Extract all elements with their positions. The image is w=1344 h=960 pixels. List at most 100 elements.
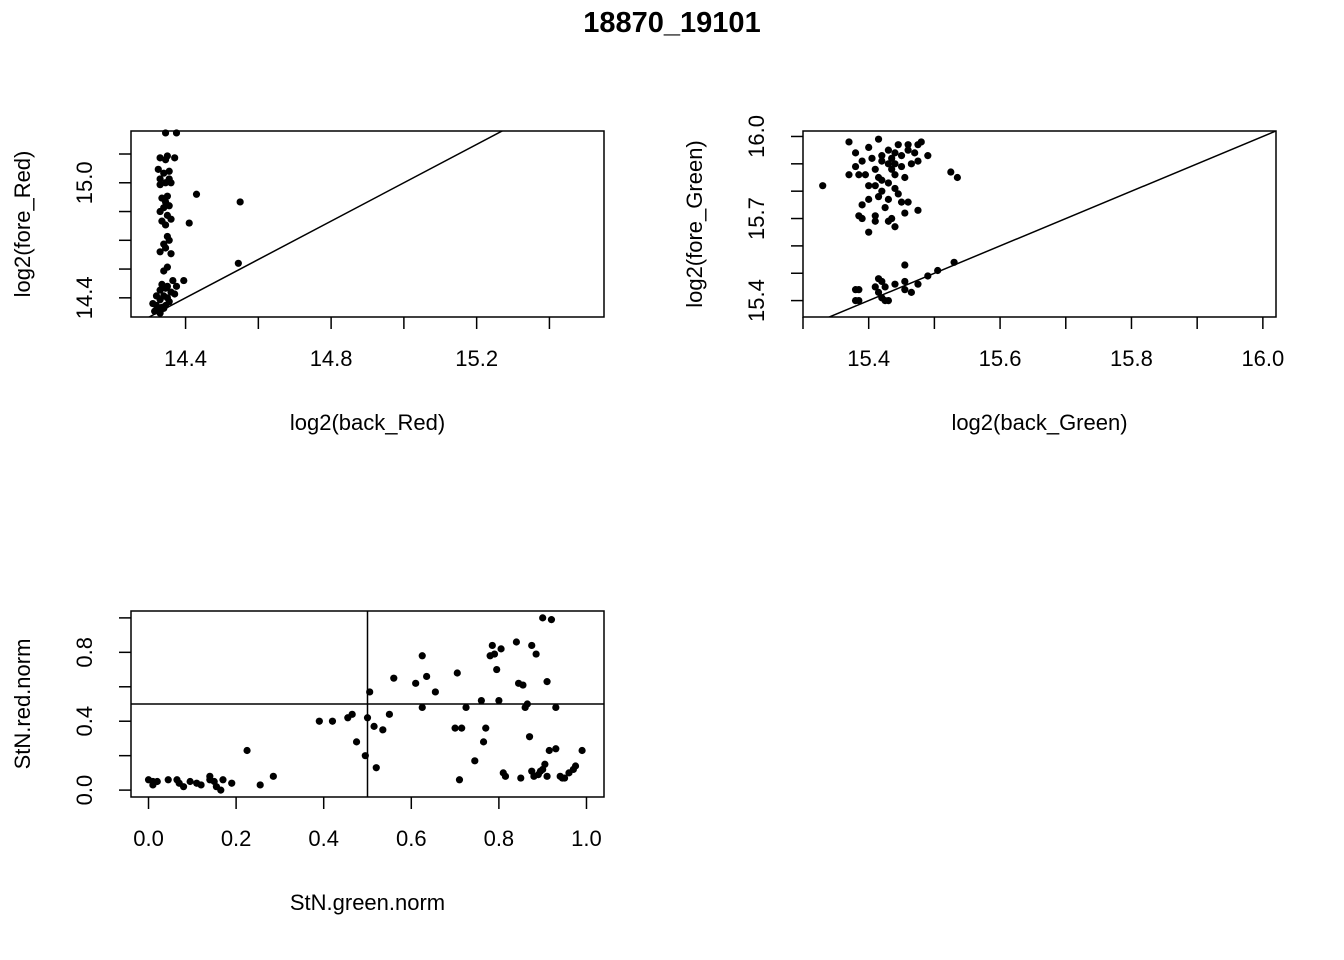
stn-y-axis-label: StN.red.norm [10,639,35,770]
stn-x-tick-label: 0.4 [308,826,339,851]
green-x-tick-label: 15.6 [979,346,1022,371]
green-data-point [845,171,853,179]
stn-data-point [256,781,264,789]
red-data-point [156,181,164,189]
green-data-point [891,171,899,179]
green-data-point [934,266,942,275]
green-data-point [947,168,955,176]
stn-x-tick-label: 1.0 [571,826,602,851]
stn-data-point [243,746,251,755]
stn-data-point [471,757,479,765]
red-data-point [163,192,171,200]
red-data-point [171,290,179,298]
green-data-point [914,280,922,288]
stn-data-point [228,779,236,787]
stn-data-point [541,760,549,768]
red-data-point [167,179,175,187]
stn-data-point [352,738,361,746]
red-data-point [156,207,164,216]
stn-data-point [545,746,553,755]
stn-data-point [186,777,194,786]
green-data-point [894,190,902,198]
stn-data-point [361,752,369,760]
red-data-point [171,154,179,162]
red-data-point [151,307,159,315]
stn-x-tick-label: 0.2 [221,826,252,851]
green-data-point [901,286,909,294]
green-data-point [884,195,893,203]
green-data-point [891,184,899,193]
green-y-tick-label: 15.4 [744,279,769,322]
green-data-point [904,146,912,154]
green-data-point [888,165,896,173]
red-y-tick-label: 14.4 [72,276,97,319]
stn-data-point [543,772,551,780]
stn-data-point [477,696,485,705]
green-data-point [871,217,879,225]
stn-data-point [519,681,527,689]
stn-data-point [458,724,466,732]
green-data-point [884,160,893,168]
red-data-point [160,304,168,312]
stn-data-point [197,781,205,789]
stn-data-point [532,650,540,658]
green-data-point [878,157,886,165]
red-plot-frame [130,130,605,318]
red-x-tick-label: 15.2 [455,346,498,371]
figure-title: 18870_19101 [583,7,760,39]
green-data-point [907,288,915,296]
stn-x-tick-label: 0.0 [133,826,164,851]
red-x-tick-label: 14.8 [310,346,353,371]
green-plot-frame [802,130,1277,318]
red-x-tick-label: 14.4 [164,346,207,371]
red-data-point [154,165,162,173]
green-data-point [858,214,866,223]
stn-data-point [315,717,323,725]
green-data-point [953,173,961,182]
red-data-point [161,179,170,187]
stn-data-point [348,710,356,718]
green-data-point [924,272,932,280]
red-data-point [156,154,164,162]
green-data-point [855,296,863,305]
stn-data-point [423,672,431,681]
green-data-point [881,283,889,291]
stn-x-tick-label: 0.8 [484,826,515,851]
red-y-axis-label: log2(fore_Red) [10,151,35,298]
stn-data-point [179,783,188,791]
green-data-point [871,165,879,173]
red-data-point [161,156,170,164]
green-data-point [891,149,899,157]
stn-data-point [453,669,461,677]
green-data-point [871,283,879,291]
stn-data-point [495,696,503,705]
green-data-point [914,206,922,214]
green-data-point [924,152,932,160]
red-data-point [165,236,173,244]
red-data-point [172,282,181,290]
red-data-point [160,267,168,275]
stn-data-point [578,746,586,755]
red-data-point [167,250,175,258]
green-data-point [884,217,893,225]
stn-data-point [497,645,505,653]
green-x-axis-label: log2(back_Green) [951,410,1127,435]
green-data-point [950,258,958,266]
stn-data-point [571,762,580,770]
green-data-point [874,288,883,296]
green-data-point [865,195,873,203]
stn-x-tick-label: 0.6 [396,826,427,851]
green-data-point [891,160,899,168]
stn-data-point [539,614,547,622]
green-scatter-panel: 15.4 15.6 15.8 16.0 15.4 15.7 16.0 log2(back_Gr… [682,115,1284,435]
stn-data-point [552,745,560,753]
stn-data-point [488,641,496,650]
green-data-point [819,182,827,190]
green-data-point [871,182,879,190]
green-data-point [884,179,893,187]
stn-y-tick-label: 0.8 [72,637,97,668]
red-scatter-panel: 14.4 14.8 15.2 14.4 15.0 log2(back_Red) log2(f… [10,129,605,435]
stn-data-point [552,703,560,712]
stn-data-point [431,688,439,696]
